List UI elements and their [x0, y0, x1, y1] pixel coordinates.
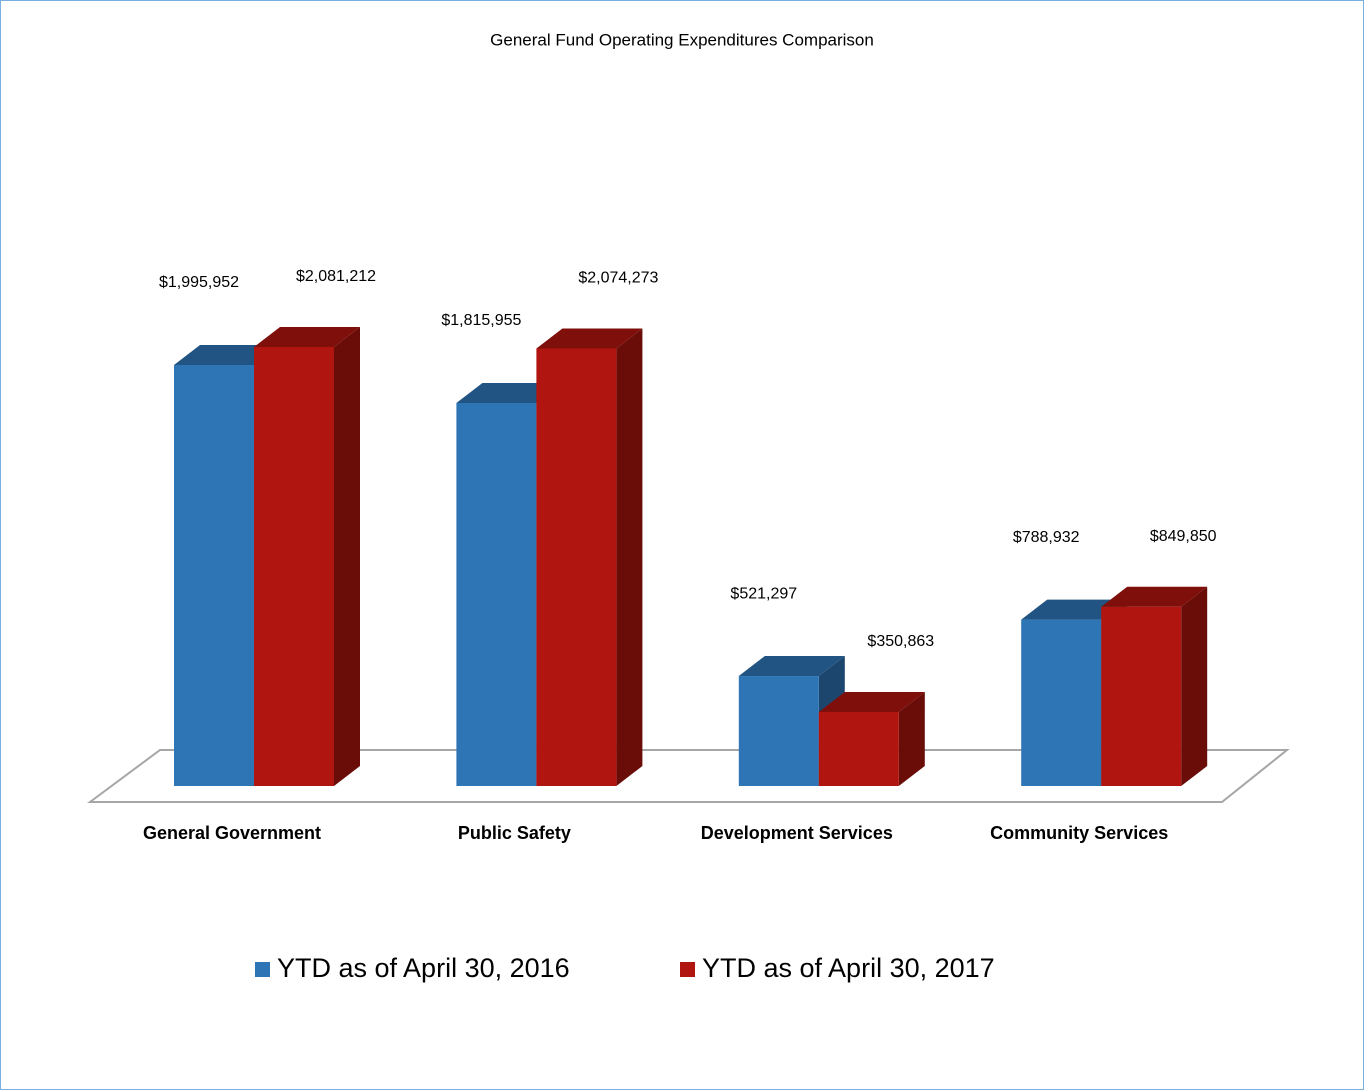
- bar-top: [174, 344, 280, 365]
- x-tick-label: General Government: [143, 823, 321, 843]
- bar: [174, 364, 254, 786]
- data-label: $350,863: [867, 633, 934, 650]
- bar-side: [1181, 586, 1208, 786]
- data-label: $521,297: [730, 585, 797, 602]
- chart-title: General Fund Operating Expenditures Comp…: [490, 30, 874, 49]
- bar: [738, 676, 819, 786]
- data-label: $1,995,952: [159, 274, 239, 291]
- legend-label: YTD as of April 30, 2016: [277, 953, 570, 983]
- x-tick-label: Development Services: [701, 823, 893, 843]
- bar: [456, 402, 537, 786]
- x-tick-label: Community Services: [990, 823, 1168, 843]
- data-label: $2,074,273: [578, 270, 658, 287]
- data-label: $1,815,955: [441, 312, 521, 329]
- bar: [1021, 619, 1102, 786]
- x-tick-label: Public Safety: [458, 823, 571, 843]
- bar-top: [818, 691, 925, 712]
- bar-top: [1021, 599, 1128, 620]
- bar-top: [1101, 586, 1208, 607]
- data-label: $849,850: [1150, 528, 1217, 545]
- bar-top: [456, 382, 563, 403]
- bar: [818, 711, 899, 786]
- bar: [1101, 606, 1182, 786]
- bar: [254, 347, 334, 786]
- bar-top: [536, 328, 643, 349]
- data-label: $788,932: [1013, 529, 1080, 546]
- bar-top: [738, 656, 845, 677]
- legend-label: YTD as of April 30, 2017: [702, 953, 995, 983]
- bar-top: [254, 327, 360, 347]
- bar-side: [616, 328, 643, 786]
- bar-side: [898, 691, 925, 786]
- floor: [86, 749, 1290, 803]
- bar-side: [334, 327, 360, 786]
- bar: [536, 348, 617, 786]
- data-label: $2,081,212: [296, 268, 376, 285]
- legend-swatch: [255, 962, 270, 977]
- legend-swatch: [680, 962, 695, 977]
